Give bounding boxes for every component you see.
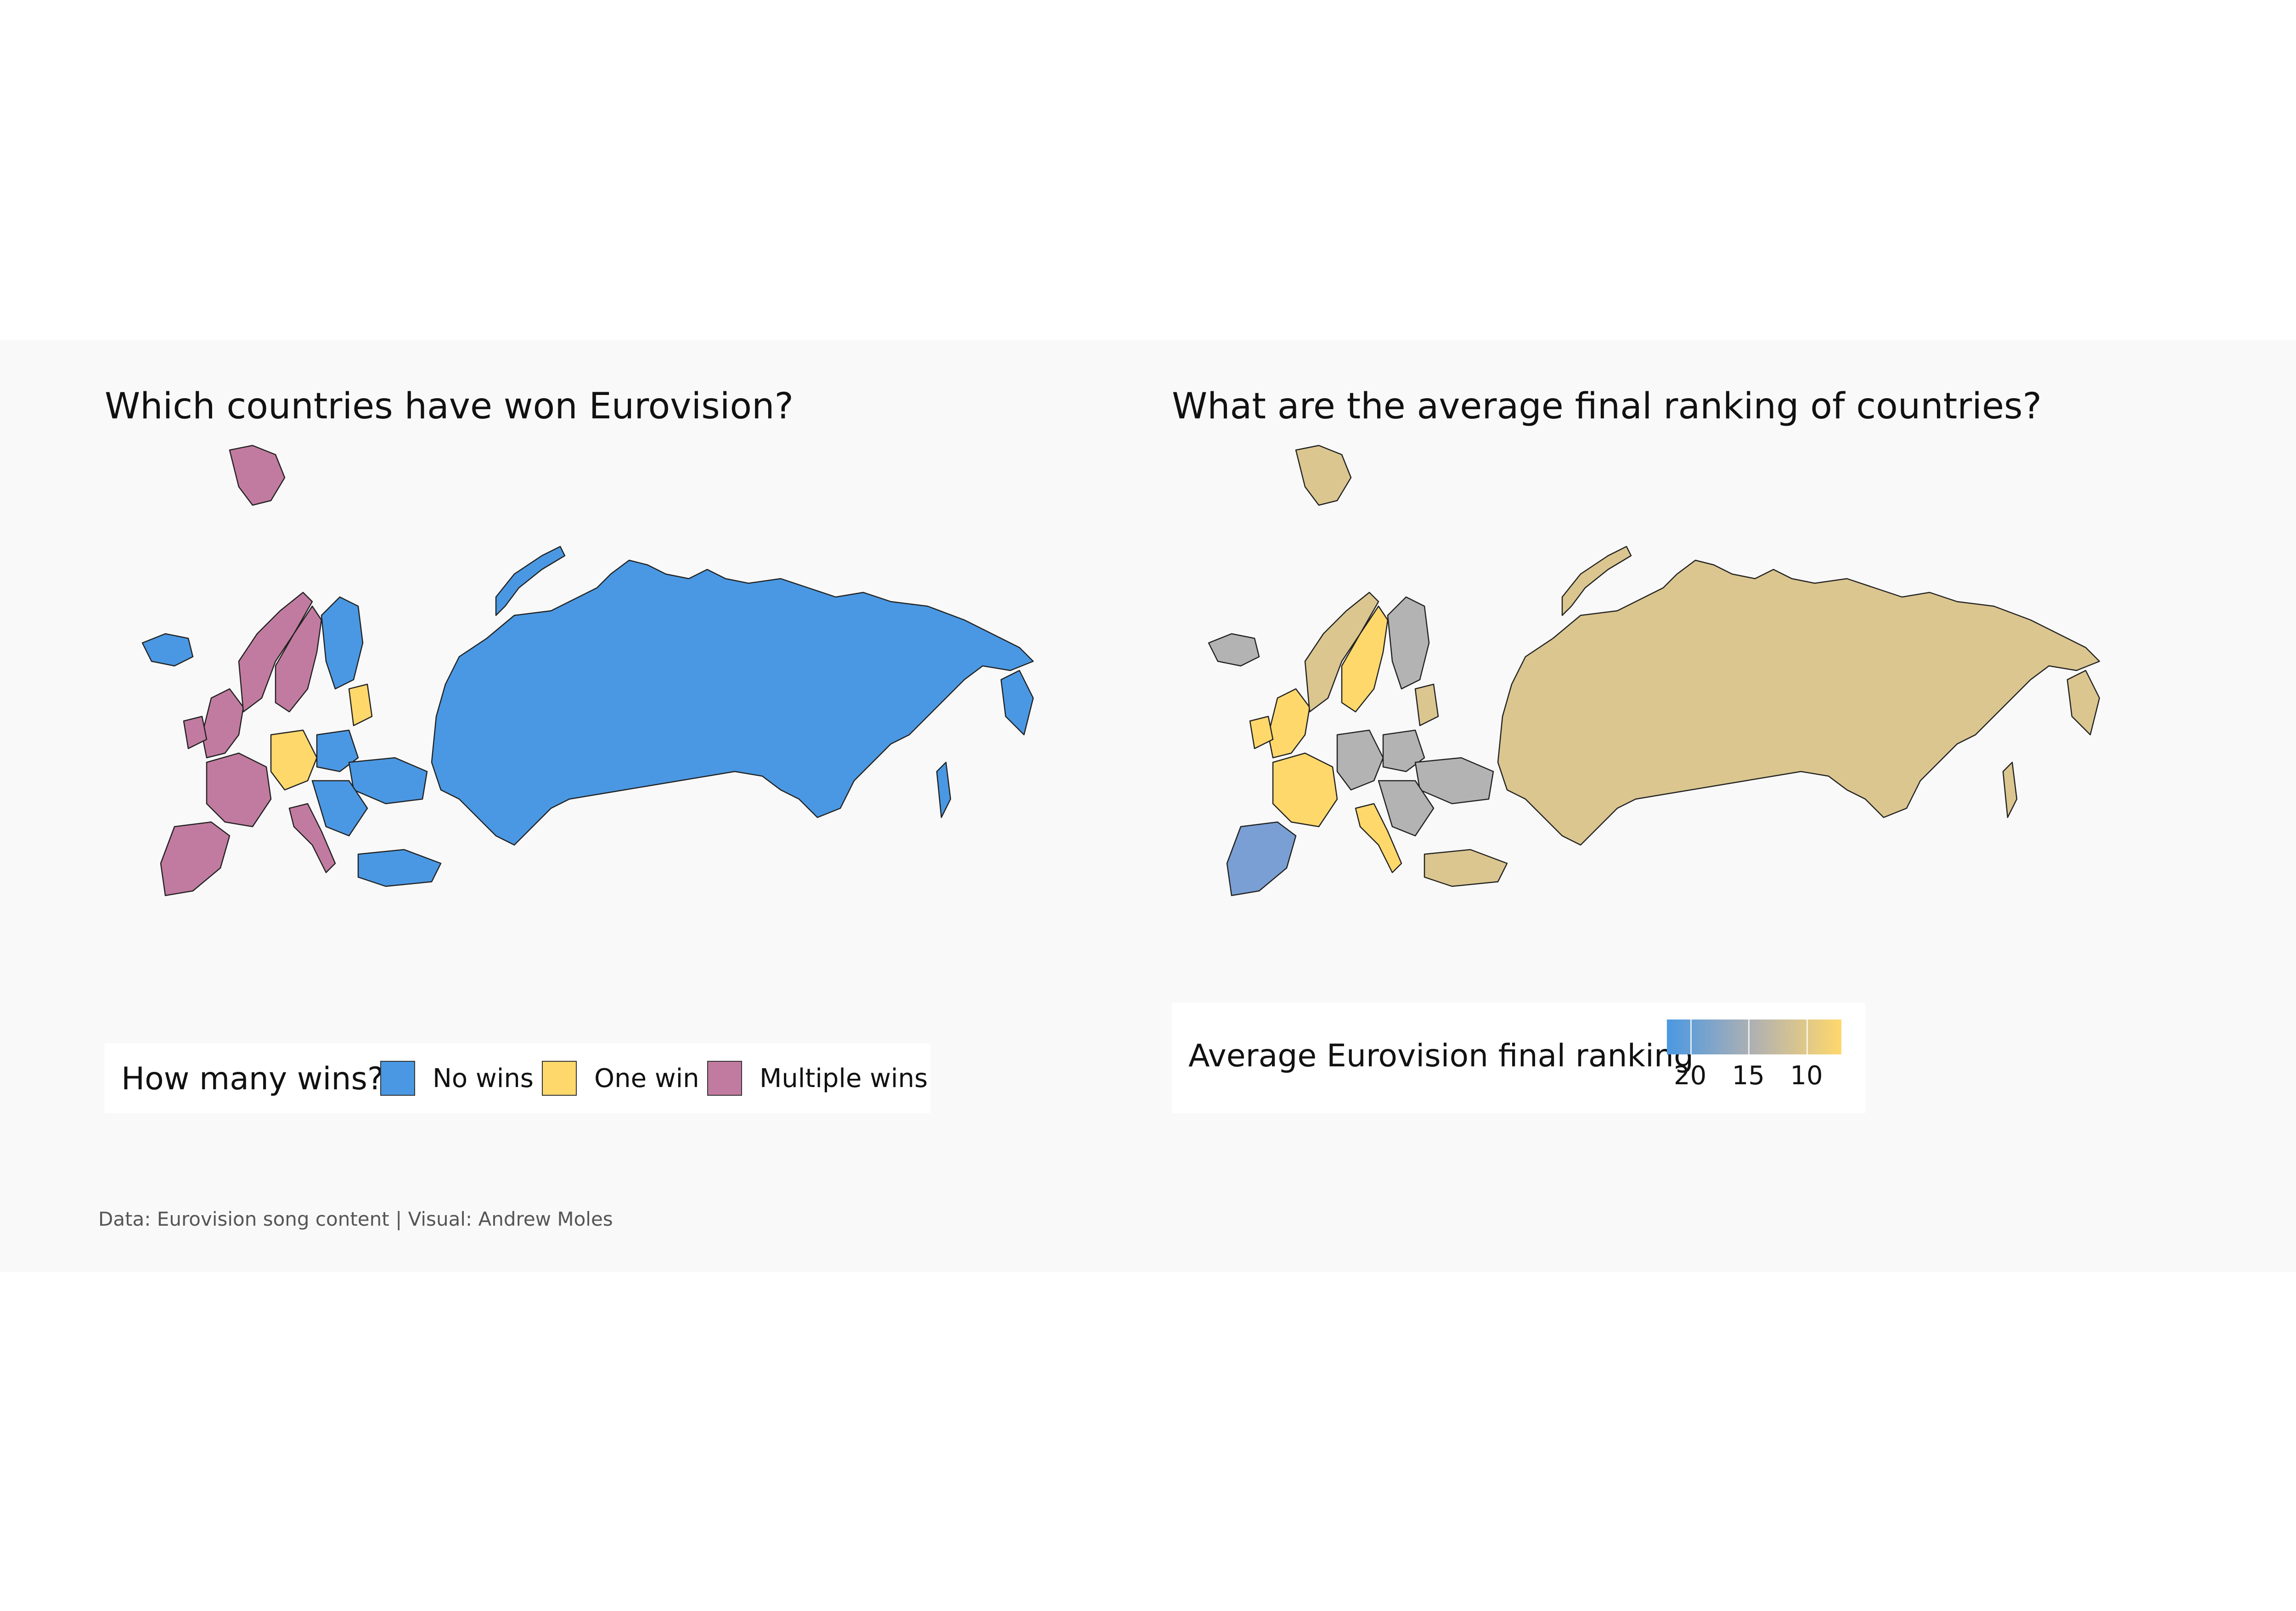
gradient-tick-label: 10 bbox=[1790, 1061, 1823, 1091]
region-uk bbox=[201, 688, 244, 759]
region-balkans bbox=[1378, 780, 1435, 837]
legend-swatch-no-wins bbox=[380, 1061, 415, 1096]
region-ukraine bbox=[348, 757, 428, 805]
region-italy bbox=[288, 803, 336, 873]
region-norway bbox=[1304, 591, 1379, 713]
gradient-tick-label: 15 bbox=[1732, 1061, 1765, 1091]
legend-label-multiple-wins: Multiple wins bbox=[760, 1064, 928, 1093]
region-finland bbox=[1387, 596, 1430, 690]
region-germany bbox=[1336, 729, 1384, 791]
ranking-legend-title: Average Eurovision final ranking bbox=[1188, 1038, 1694, 1074]
source-caption: Data: Eurovision song content | Visual: … bbox=[98, 1208, 613, 1230]
region-baltic bbox=[348, 683, 373, 727]
region-sweden bbox=[275, 605, 322, 713]
region-finland bbox=[321, 596, 364, 690]
region-ukraine bbox=[1414, 757, 1494, 805]
region-norway bbox=[238, 591, 313, 713]
region-ireland bbox=[183, 715, 208, 749]
region-iceland bbox=[141, 633, 194, 667]
region-baltic bbox=[1414, 683, 1439, 727]
region-sakhalin bbox=[936, 761, 951, 818]
region-balkans bbox=[311, 780, 368, 837]
region-iberia bbox=[160, 821, 231, 896]
region-germany bbox=[270, 729, 318, 791]
legend-label-no-wins: No wins bbox=[433, 1064, 534, 1093]
region-turkey bbox=[357, 849, 442, 887]
region-iceland bbox=[1208, 633, 1260, 667]
region-italy bbox=[1355, 803, 1402, 873]
right-map bbox=[1208, 445, 2100, 896]
left-map-title: Which countries have won Eurovision? bbox=[105, 386, 793, 427]
chart-panel bbox=[0, 340, 2296, 1272]
region-france bbox=[206, 752, 272, 828]
legend-swatch-one-win bbox=[542, 1061, 577, 1096]
region-svalbard bbox=[229, 445, 286, 506]
wins-legend: How many wins? No wins One win Multiple … bbox=[105, 1043, 930, 1113]
right-map-title: What are the average final ranking of co… bbox=[1172, 386, 2042, 427]
region-novaya bbox=[495, 546, 566, 616]
ranking-gradient-bar bbox=[1667, 1020, 1841, 1054]
legend-label-one-win: One win bbox=[594, 1064, 699, 1093]
legend-swatch-multiple-wins bbox=[707, 1061, 742, 1096]
region-novaya bbox=[1561, 546, 1632, 616]
gradient-tick-label: 20 bbox=[1674, 1061, 1707, 1091]
gradient-tick bbox=[1748, 1020, 1750, 1054]
region-ireland bbox=[1249, 715, 1274, 749]
region-russia bbox=[1497, 559, 2100, 846]
region-uk bbox=[1267, 688, 1311, 759]
gradient-tick bbox=[1806, 1020, 1808, 1054]
region-turkey bbox=[1424, 849, 1508, 887]
ranking-legend: Average Eurovision final ranking 20 15 1… bbox=[1172, 1003, 1865, 1113]
region-svalbard bbox=[1295, 445, 1352, 506]
region-sweden bbox=[1341, 605, 1389, 713]
region-kamchatka bbox=[1000, 670, 1034, 736]
region-france bbox=[1272, 752, 1338, 828]
region-russia bbox=[431, 559, 1034, 846]
left-map bbox=[141, 445, 1034, 896]
wins-legend-title: How many wins? bbox=[121, 1061, 384, 1097]
region-sakhalin bbox=[2002, 761, 2018, 818]
gradient-tick bbox=[1690, 1020, 1692, 1054]
region-iberia bbox=[1226, 821, 1297, 896]
region-kamchatka bbox=[2066, 670, 2100, 736]
